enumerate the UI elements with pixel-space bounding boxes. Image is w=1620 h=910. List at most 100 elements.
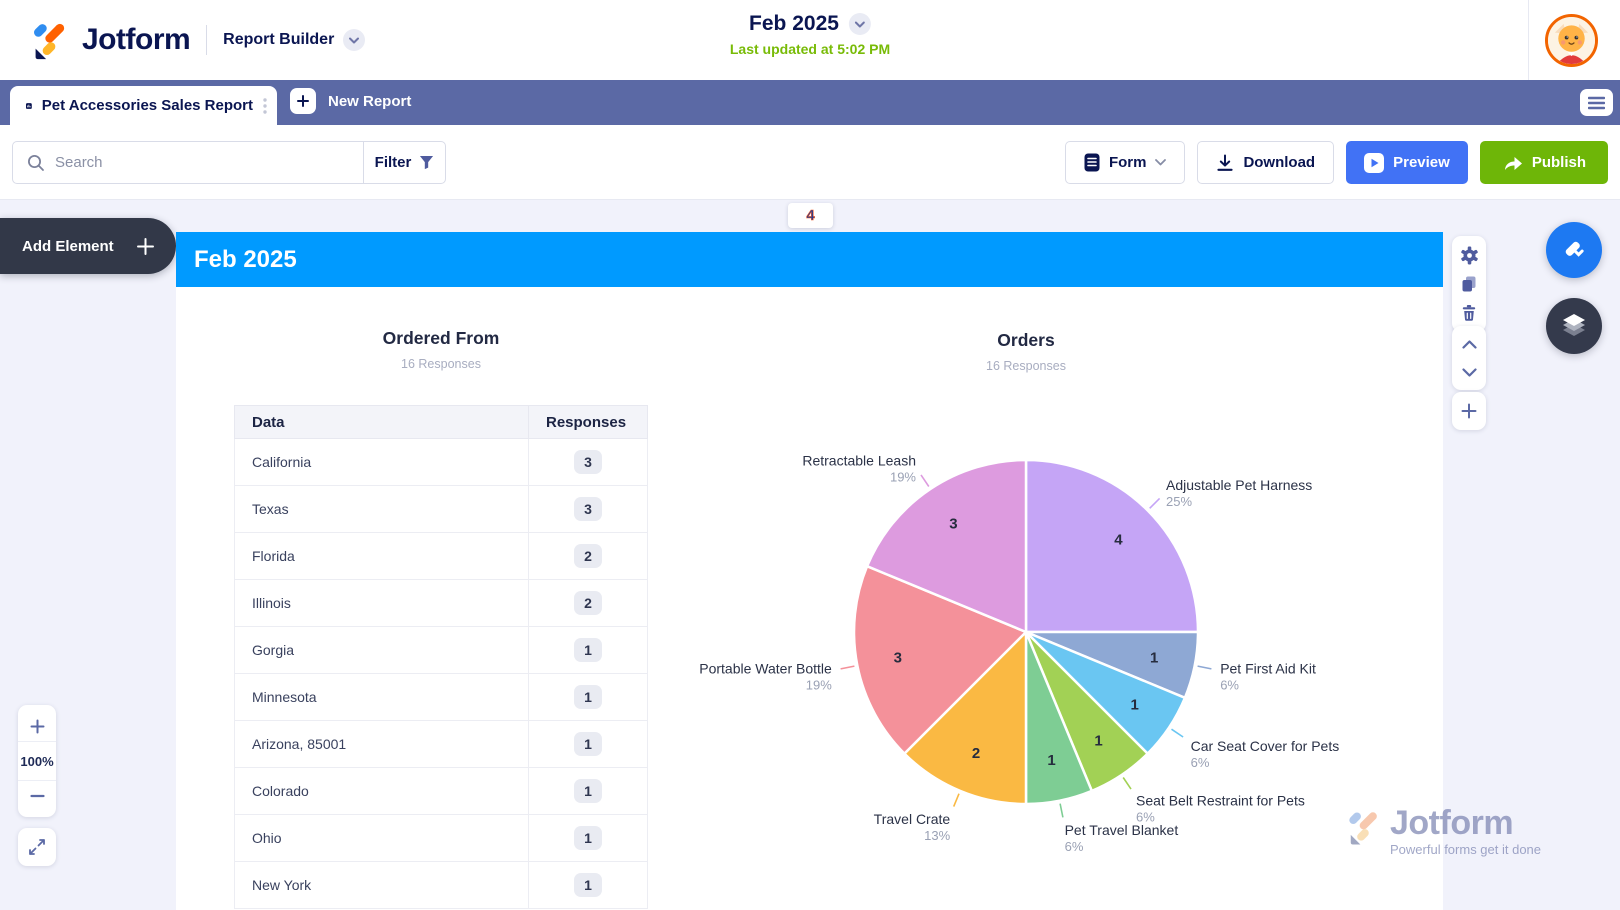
pie-leader-line [1122, 777, 1132, 790]
table-row: Minnesota 1 [234, 673, 648, 721]
search-input[interactable] [55, 154, 363, 171]
preview-label: Preview [1393, 154, 1450, 171]
report-title-chevron-icon[interactable] [848, 13, 871, 35]
layers-icon [1563, 314, 1585, 336]
last-updated-status: Last updated at 5:02 PM [729, 41, 891, 57]
pie-leader-line [840, 665, 855, 670]
pie-slice[interactable] [1024, 458, 1200, 634]
data-cell: Texas [234, 485, 529, 533]
widget-subtitle: 16 Responses [986, 359, 1066, 373]
preview-button[interactable]: Preview [1346, 141, 1468, 184]
responses-cell: 2 [528, 532, 648, 580]
publish-button[interactable]: Publish [1479, 141, 1608, 184]
toolbar: Filter Form [0, 125, 1620, 200]
data-cell: California [234, 438, 529, 486]
data-cell: Florida [234, 532, 529, 580]
form-dropdown-button[interactable]: Form [1064, 141, 1186, 184]
new-report-button[interactable]: New Report [290, 88, 411, 114]
zoom-in-button[interactable] [22, 711, 52, 741]
pie-slice-percent: 6% [1065, 839, 1084, 854]
zoom-out-button[interactable] [22, 781, 52, 811]
form-label: Form [1108, 154, 1147, 171]
widget-title: Orders [997, 330, 1055, 350]
duplicate-icon[interactable] [1456, 273, 1482, 295]
pie-slice[interactable] [903, 630, 1028, 806]
play-icon [1364, 152, 1385, 173]
design-paint-roller-button[interactable] [1546, 222, 1602, 278]
jotform-logo: Jotform [26, 17, 191, 63]
form-icon [1084, 153, 1100, 172]
response-count-badge: 1 [574, 779, 602, 803]
table-row: Florida 2 [234, 532, 648, 580]
expand-arrows-icon [29, 839, 45, 855]
pie-value-label: 2 [972, 745, 980, 762]
minus-icon [29, 794, 45, 798]
table-widget-ordered-from[interactable]: Ordered From 16 Responses Data Responses C… [234, 328, 648, 909]
report-table: Data Responses California 3 Texas 3 Florida 2 Il… [234, 405, 648, 909]
data-cell: Illinois [234, 579, 529, 627]
element-tools-panel [1452, 236, 1486, 332]
download-icon [1217, 154, 1234, 171]
layers-button[interactable] [1546, 298, 1602, 354]
response-count-badge: 1 [574, 638, 602, 662]
filter-button[interactable]: Filter [363, 142, 445, 183]
new-report-label: New Report [328, 92, 412, 110]
pie-value-label: 1 [1150, 650, 1158, 667]
zoom-level: 100% [20, 753, 54, 769]
table-row: Texas 3 [234, 485, 648, 533]
pie-slice[interactable] [852, 564, 1028, 755]
tab-pet-accessories-sales-report[interactable]: Pet Accessories Sales Report [10, 86, 277, 125]
pie-chart-widget-orders[interactable]: Orders 16 Responses 4 Adjustable Pet Harn… [646, 330, 1406, 867]
trash-icon[interactable] [1456, 302, 1482, 324]
data-cell: Gorgia [234, 626, 529, 674]
section-header[interactable]: Feb 2025 [176, 232, 1443, 287]
pie-value-label: 1 [1131, 697, 1139, 714]
table-row: Arizona, 85001 1 [234, 720, 648, 768]
pie-slice-label: Car Seat Cover for Pets [1191, 738, 1340, 754]
report-canvas: 4 Add Element Feb 2025 Ordered From 16 R… [0, 200, 1620, 910]
download-label: Download [1243, 154, 1316, 171]
response-count-badge: 3 [574, 450, 602, 474]
pie-value-label: 3 [949, 515, 957, 532]
pie-slice-label: Pet Travel Blanket [1065, 822, 1179, 838]
avatar[interactable] [1545, 14, 1598, 67]
report-chart-icon [26, 102, 32, 109]
settings-gear-icon[interactable] [1456, 244, 1482, 266]
move-up-chevron-icon[interactable] [1456, 333, 1482, 355]
reorder-panel [1452, 326, 1486, 390]
responses-cell: 1 [528, 814, 648, 862]
responses-cell: 3 [528, 485, 648, 533]
widget-subtitle: 16 Responses [401, 357, 481, 371]
header-divider [206, 25, 208, 55]
filter-label: Filter [374, 154, 412, 171]
tab-options-kebab-icon[interactable] [263, 97, 267, 114]
table-row: Gorgia 1 [234, 626, 648, 674]
table-row: New York 1 [234, 861, 648, 909]
hamburger-icon [1588, 96, 1605, 109]
pie-slice[interactable] [865, 458, 1028, 634]
report-builder-menu[interactable]: Report Builder [223, 29, 366, 51]
data-cell: Minnesota [234, 673, 529, 721]
data-cell: Ohio [234, 814, 529, 862]
pie-leader-line [1197, 665, 1212, 670]
data-cell: New York [234, 861, 529, 909]
data-cell: Colorado [234, 767, 529, 815]
pie-slice-label: Seat Belt Restraint for Pets [1136, 793, 1305, 809]
plus-icon [290, 88, 316, 114]
add-element-button[interactable]: Add Element [0, 218, 176, 274]
download-button[interactable]: Download [1197, 141, 1335, 184]
table-row: Illinois 2 [234, 579, 648, 627]
add-plus-icon[interactable] [1456, 400, 1482, 422]
pie-value-label: 1 [1047, 752, 1055, 769]
tab-label: Pet Accessories Sales Report [41, 97, 253, 114]
move-down-chevron-icon[interactable] [1456, 361, 1482, 383]
responses-cell: 3 [528, 438, 648, 486]
plus-icon [137, 237, 154, 255]
page-number-indicator[interactable]: 4 [788, 203, 833, 228]
search-icon [13, 154, 55, 172]
fit-to-screen-button[interactable] [18, 828, 56, 866]
add-page-panel [1452, 392, 1486, 430]
pie-slice-percent: 13% [924, 828, 950, 843]
menu-button[interactable] [1580, 89, 1613, 116]
